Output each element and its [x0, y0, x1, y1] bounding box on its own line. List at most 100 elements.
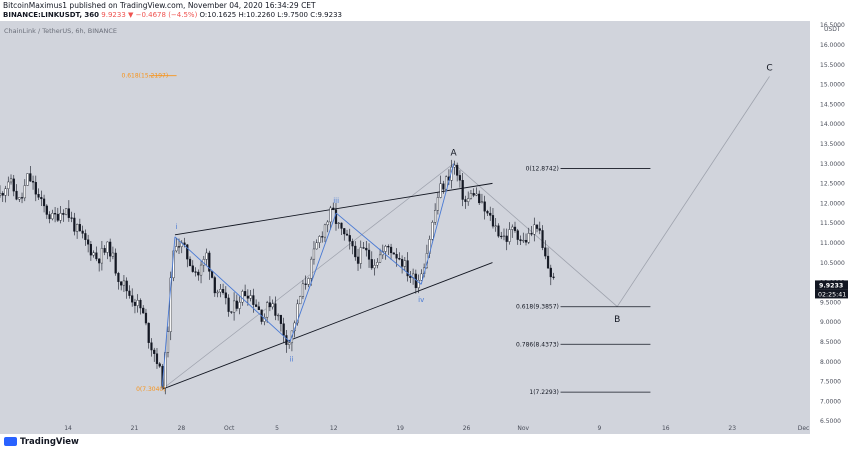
candle-body [387, 246, 390, 248]
candle-body [359, 247, 362, 264]
candle-body [84, 233, 87, 240]
candle-body [508, 229, 511, 242]
candle-body [252, 295, 255, 305]
candle-body [100, 248, 103, 264]
candle-body [169, 277, 172, 332]
x-tick-label: Dec [798, 425, 810, 432]
candle-body [310, 258, 313, 279]
candle-body [208, 252, 211, 272]
channel-line [161, 262, 493, 390]
x-tick-label: 14 [64, 425, 72, 432]
symbol-pair: BINANCE:LINKUSDT, 360 [3, 11, 100, 19]
countdown-box [815, 289, 848, 299]
x-tick-label: 19 [396, 425, 404, 432]
candle-body [136, 300, 139, 306]
plot-area[interactable] [0, 21, 810, 434]
candle-body [351, 241, 354, 247]
candle-body [549, 267, 552, 278]
candle-body [483, 201, 486, 212]
candle-body [34, 182, 37, 195]
candle-body [59, 213, 62, 221]
candle-body [7, 181, 10, 189]
y-tick-label: 12.0000 [820, 200, 845, 207]
candle-body [307, 278, 310, 285]
candle-body [497, 225, 500, 237]
chart-symbol-title: ChainLink / TetherUS, 6h, BINANCE [4, 27, 117, 35]
candle-body [541, 230, 544, 248]
candle-body [87, 239, 90, 245]
fib-level-label: 0.618(9.3857) [516, 304, 559, 311]
candle-body [348, 235, 351, 242]
candle-body [409, 275, 412, 278]
candle-body [527, 233, 530, 243]
candle-body [0, 192, 2, 196]
candle-body [384, 246, 387, 252]
price-chart[interactable]: ChainLink / TetherUS, 6h, BINANCE 16.500… [0, 21, 850, 434]
candle-body [370, 259, 373, 269]
candle-body [150, 342, 153, 351]
elliott-wave [161, 163, 455, 390]
candle-body [356, 256, 360, 264]
last-price-label: 9.9233 [819, 282, 843, 289]
candle-body [103, 248, 106, 253]
candle-body [78, 224, 81, 232]
price-change: 9.9233 ▼ −0.4678 (−4.5%) [101, 11, 198, 19]
candle-body [282, 323, 285, 336]
tradingview-logo[interactable]: TradingView [4, 437, 79, 447]
point-label: B [614, 315, 620, 325]
candle-body [373, 265, 376, 269]
orange-fib-label: 0(7.3040) [136, 386, 166, 393]
candle-body [109, 241, 112, 257]
candle-body [230, 311, 233, 313]
y-axis-ticks: 16.5000 16.0000 15.5000 15.0000 14.5000 14.00… [820, 22, 845, 425]
candle-body [445, 176, 448, 190]
candle-body [434, 210, 437, 223]
tradingview-logo-icon [4, 437, 17, 446]
candle-body [20, 197, 24, 199]
candle-body [494, 225, 497, 227]
candle-body [122, 280, 126, 286]
candle-body [285, 335, 288, 345]
candle-body [403, 260, 406, 267]
candle-body [1, 192, 4, 196]
candle-body [26, 173, 29, 186]
candle-body [191, 265, 194, 272]
candle-body [235, 300, 238, 309]
publisher-line: BitcoinMaximus1 published on TradingView… [3, 1, 316, 10]
candle-body [106, 241, 109, 253]
candle-body [128, 290, 131, 296]
candle-body [376, 261, 379, 266]
candle-body [442, 183, 445, 190]
candle-body [431, 222, 434, 240]
candle-body [232, 300, 236, 313]
candle-body [56, 213, 59, 221]
candle-body [241, 291, 244, 303]
price-axis[interactable] [810, 21, 850, 434]
wave-label: ii [290, 356, 294, 364]
candle-body [144, 312, 148, 324]
candle-body [475, 193, 478, 196]
candle-body [417, 280, 420, 289]
wave-segment [161, 236, 176, 390]
candle-body [472, 193, 475, 196]
candle-body [365, 247, 368, 251]
candle-body [114, 252, 117, 274]
candle-body [480, 201, 484, 204]
candle-body [467, 198, 470, 202]
candle-body [406, 260, 409, 277]
last-price-marker: 9.9233 02:25:41 [815, 280, 848, 299]
candle-body [175, 246, 178, 252]
x-tick-label: 21 [131, 425, 139, 432]
y-tick-label: 7.5000 [820, 379, 841, 386]
candle-body [453, 164, 456, 168]
candle-body [552, 276, 555, 278]
candle-body [392, 252, 395, 255]
candle-body [188, 258, 192, 266]
candle-body [458, 175, 462, 181]
y-tick-label: 14.0000 [820, 121, 845, 128]
candle-body [343, 228, 346, 235]
candle-body [76, 224, 79, 232]
y-tick-label: 15.0000 [820, 82, 845, 89]
candle-body [257, 306, 260, 311]
